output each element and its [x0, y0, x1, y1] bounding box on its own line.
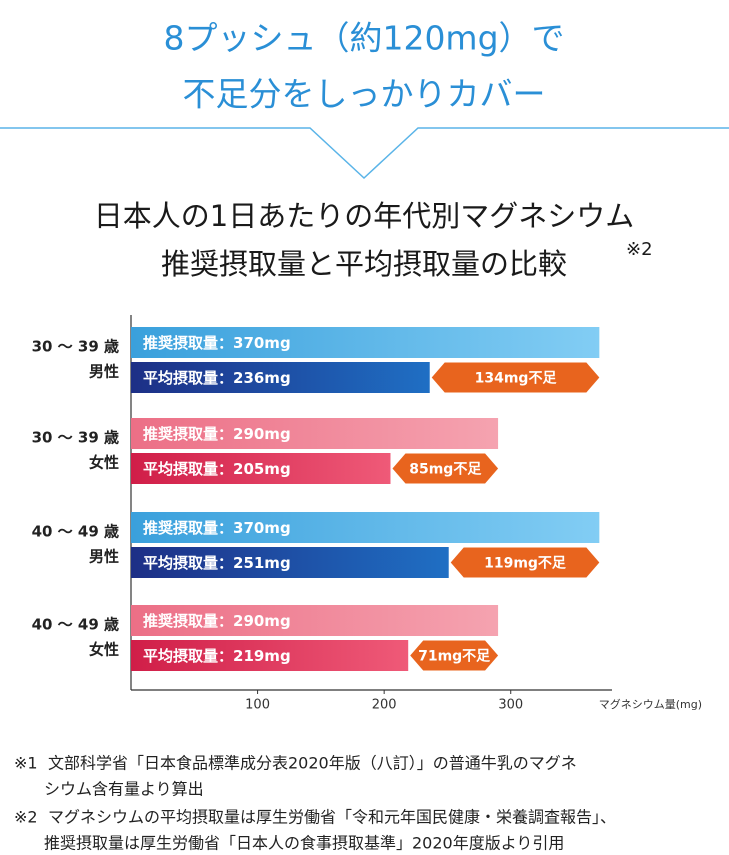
bar: [131, 418, 499, 449]
category-label: 女性: [89, 454, 119, 472]
bar-label: 推奨摂取量：370mg: [143, 519, 291, 537]
x-tick-label: 100: [245, 698, 270, 713]
shortfall-label: 134mg不足: [475, 371, 558, 387]
x-tick-label: 200: [372, 698, 397, 713]
footnote-line: シウム含有量より算出: [44, 780, 204, 799]
shortfall-arrow: [450, 547, 600, 578]
x-tick-label: 300: [498, 698, 523, 713]
bar-label: 推奨摂取量：290mg: [143, 425, 291, 443]
category-label: 30 ～ 39 歳: [32, 338, 119, 356]
bar-label: 平均摂取量：205mg: [143, 460, 291, 478]
title-note: ※2: [626, 239, 653, 260]
header-line: 不足分をしっかりカバー: [183, 75, 546, 114]
bar: [131, 512, 600, 543]
footnote-line: マグネシウムの平均摂取量は厚生労働省「令和元年国民健康・栄養調査報告」、: [48, 808, 616, 827]
bar-label: 推奨摂取量：370mg: [143, 334, 291, 352]
header-divider: [0, 127, 729, 180]
category-label: 男性: [89, 548, 119, 566]
category-label: 女性: [89, 641, 119, 659]
shortfall-arrow: [392, 453, 499, 484]
category-label: 男性: [89, 363, 119, 381]
shortfall-arrow: [410, 640, 499, 671]
x-axis-label: マグネシウム量(mg): [599, 697, 702, 711]
bar: [131, 605, 499, 636]
footnote-line: 推奨摂取量は厚生労働省「日本人の食事摂取基準」2020年度版より引用: [44, 834, 564, 853]
footnote-mark: ※2: [14, 808, 38, 827]
bar-label: 推奨摂取量：290mg: [143, 612, 291, 630]
chart-title: 日本人の1日あたりの年代別マグネシウム: [94, 199, 634, 233]
footnote-mark: ※1: [14, 754, 38, 773]
bar: [131, 362, 430, 393]
bar-label: 平均摂取量：251mg: [143, 554, 291, 572]
category-label: 40 ～ 49 歳: [32, 523, 119, 541]
chart-title: 推奨摂取量と平均摂取量の比較: [161, 247, 567, 281]
shortfall-label: 119mg不足: [484, 556, 567, 572]
shortfall-label: 85mg不足: [409, 462, 482, 478]
category-label: 30 ～ 39 歳: [32, 429, 119, 447]
bar: [131, 453, 391, 484]
bar: [131, 547, 449, 578]
bar: [131, 327, 600, 358]
bar: [131, 640, 409, 671]
bar-label: 平均摂取量：219mg: [143, 647, 291, 665]
bar-label: 平均摂取量：236mg: [143, 369, 291, 387]
footnote-line: 文部科学省「日本食品標準成分表2020年版（八訂）」の普通牛乳のマグネ: [48, 754, 577, 773]
category-label: 40 ～ 49 歳: [32, 616, 119, 634]
shortfall-arrow: [431, 362, 600, 393]
header-line: 8プッシュ（約120mg）で: [163, 19, 564, 58]
shortfall-label: 71mg不足: [418, 649, 491, 665]
